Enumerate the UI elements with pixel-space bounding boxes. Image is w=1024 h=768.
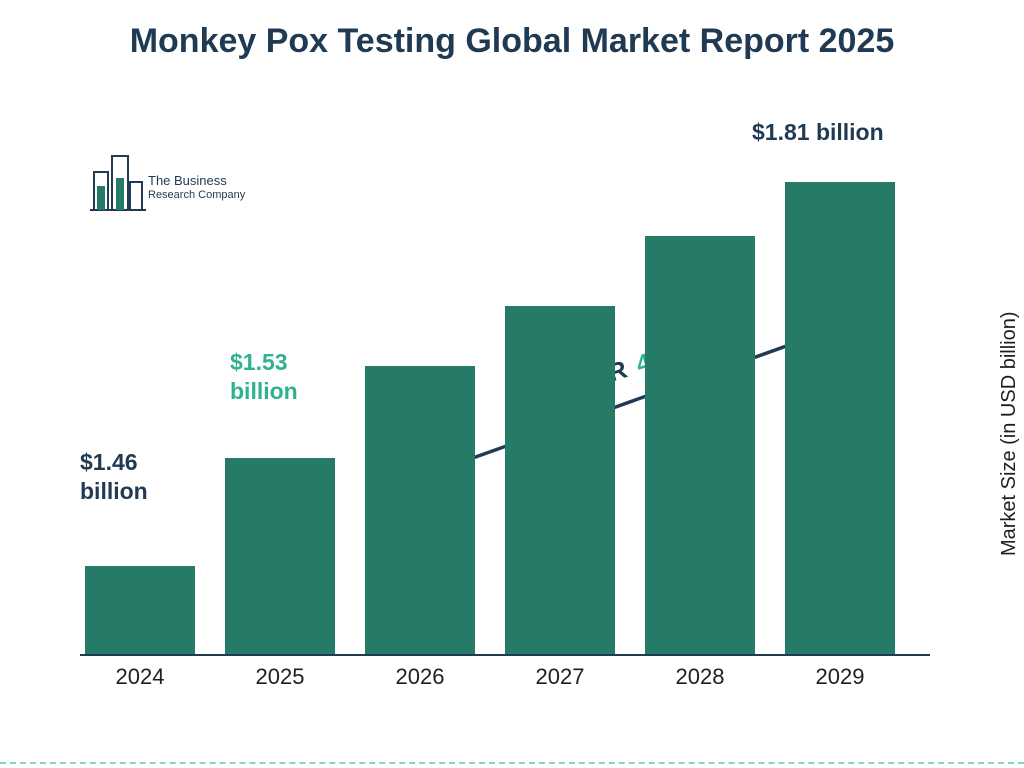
- value-label-2024: $1.46billion: [80, 448, 148, 506]
- trend-arrow-icon: [420, 316, 840, 486]
- value-label-2025: $1.53billion: [230, 348, 298, 406]
- x-label-2024: 2024: [85, 664, 195, 690]
- bar-chart: $1.46billion $1.53billion $1.81 billion …: [80, 130, 950, 700]
- x-label-2029: 2029: [785, 664, 895, 690]
- cagr-annotation: CAGR4.4%: [420, 316, 840, 486]
- x-label-2028: 2028: [645, 664, 755, 690]
- bottom-dashed-divider: [0, 762, 1024, 764]
- bar-2028: [645, 236, 755, 654]
- value-label-2029: $1.81 billion: [752, 118, 884, 147]
- y-axis-label: Market Size (in USD billion): [999, 312, 1022, 557]
- x-axis-line: [80, 654, 930, 656]
- bar-2027: [505, 306, 615, 654]
- x-label-2026: 2026: [365, 664, 475, 690]
- bar-2029: [785, 182, 895, 654]
- chart-title: Monkey Pox Testing Global Market Report …: [0, 20, 1024, 63]
- x-label-2025: 2025: [225, 664, 335, 690]
- bar-2026: [365, 366, 475, 654]
- bar-2024: [85, 566, 195, 654]
- bar-2025: [225, 458, 335, 654]
- x-label-2027: 2027: [505, 664, 615, 690]
